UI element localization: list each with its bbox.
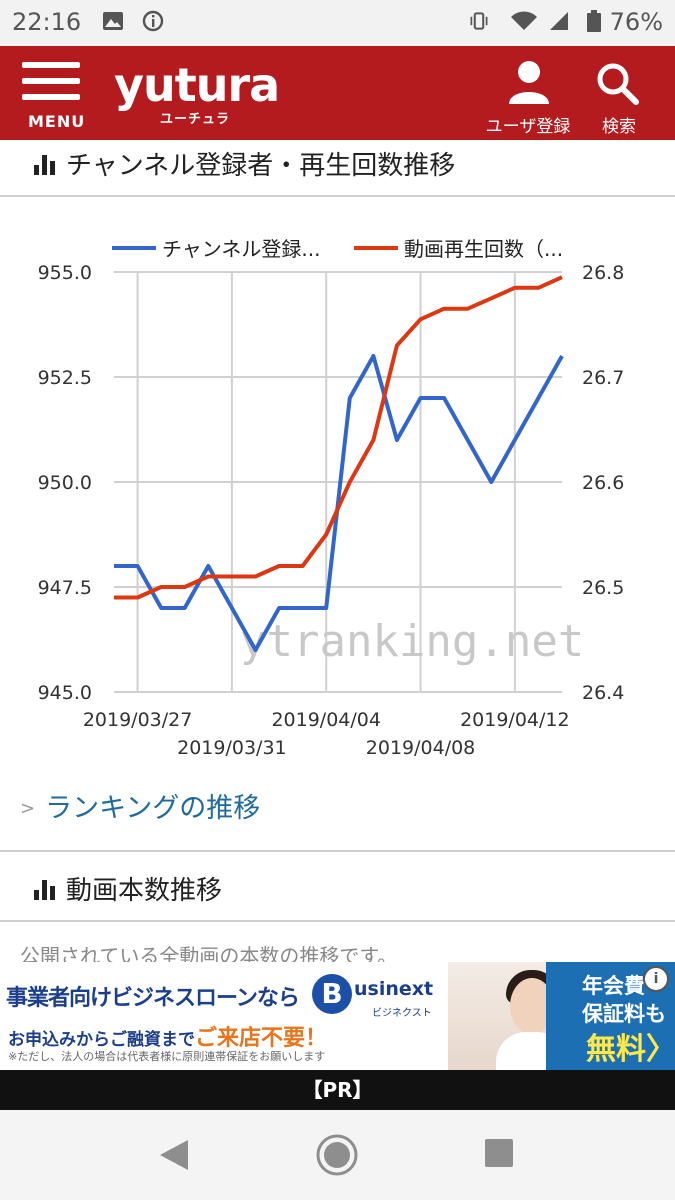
x-tick-label: 2019/04/12 [460,709,570,731]
search-label: 検索 [602,117,636,137]
y-left-tick-label: 950.0 [38,472,92,494]
section-title-video-count: 動画本数推移 [34,870,222,907]
section-title-subscribers-views: チャンネル登録者・再生回数推移 [34,145,455,182]
system-nav-bar [0,1110,675,1200]
section-title-text: チャンネル登録者・再生回数推移 [66,151,456,181]
ad-offer-line1: 年会費 [582,974,645,998]
ranking-trend-link[interactable]: > ランキングの推移 [20,786,260,825]
line-chart: チャンネル登録... 動画再生回数（... ytranking.net 955.… [38,237,625,759]
ranking-trend-label: ランキングの推移 [45,793,261,824]
site-logo[interactable]: yutura [114,58,280,112]
ad-banner[interactable]: 事業者向けビジネスローンなら B usinext ビジネクスト お申込みからご融… [0,962,675,1070]
home-icon[interactable] [316,1134,358,1176]
chart-axes: 955.0 952.5 950.0 947.5 945.0 26.8 26.7 26.6 26.… [38,262,625,759]
chart-watermark: ytranking.net [240,616,584,667]
battery-percent: 76% [609,8,663,36]
y-right-tick-label: 26.8 [582,262,624,284]
menu-button[interactable]: MENU [22,62,84,132]
legend-entry-subscribers: チャンネル登録... [162,237,320,261]
chevron-right-icon: > [20,798,36,819]
ad-disclaimer: ※ただし、法人の場合は代表者様に原則連帯保証をお願いします [8,1050,326,1063]
back-icon[interactable] [158,1138,190,1172]
section-title-text: 動画本数推移 [66,876,223,906]
y-left-tick-label: 947.5 [38,577,92,599]
ad-offer-line2: 保証料も [582,1002,666,1026]
divider [0,920,675,922]
y-right-tick-label: 26.5 [582,577,624,599]
recents-icon[interactable] [484,1138,514,1168]
vibrate-icon [470,12,488,30]
divider [0,195,675,197]
ad-brand-initial: B [312,974,352,1014]
x-tick-label: 2019/03/31 [177,737,287,759]
ad-text-panel: 事業者向けビジネスローンなら B usinext ビジネクスト お申込みからご融… [0,962,448,1070]
legend-entry-views: 動画再生回数（... [404,237,563,261]
site-logo-subtitle: ユーチュラ [160,112,231,127]
status-bar: 22:16 76% [0,0,675,46]
ad-subline-prefix: お申込みからご融資まで [8,1030,195,1050]
hamburger-icon-bar [22,78,80,84]
bar-chart-icon [34,155,56,175]
series-line-views [114,275,563,600]
y-left-tick-label: 955.0 [38,262,92,284]
y-left-tick-label: 945.0 [38,682,92,704]
user-icon [509,61,549,104]
x-tick-label: 2019/04/04 [271,709,381,731]
chart-series [114,275,564,652]
y-right-tick-label: 26.7 [582,367,624,389]
user-register-label: ユーザ登録 [485,117,571,137]
x-tick-label: 2019/04/08 [366,737,476,759]
ad-subline: お申込みからご融資までご来店不要！ [8,1020,327,1052]
series-line-subscribers [114,354,564,652]
ad-model-photo [448,962,566,1070]
hamburger-icon [22,62,80,68]
y-left-tick-label: 952.5 [38,367,92,389]
image-icon [103,12,123,30]
chart-legend: チャンネル登録... 動画再生回数（... [112,237,563,261]
bar-chart-icon [34,880,56,900]
ad-brand-name: usinext [354,978,434,1000]
status-time: 22:16 [12,8,82,36]
info-circle-icon [142,10,164,32]
hamburger-icon-bar [22,94,80,100]
menu-label: MENU [28,112,86,131]
ad-info-icon[interactable]: i [643,966,669,992]
ad-subline-highlight: ご来店不要！ [195,1026,328,1051]
y-right-tick-label: 26.6 [582,472,624,494]
site-header: MENU yutura ユーチュラ ユーザ登録 検索 [0,46,675,140]
pr-label: 【PR】 [0,1070,675,1110]
ad-brand-kana: ビジネクスト [372,1008,432,1019]
battery-icon [587,10,601,32]
ad-brand-logo: B usinext ビジネクスト [312,974,448,1019]
wifi-icon [511,11,537,30]
divider [0,850,675,852]
chart-grid [114,271,562,693]
ad-offer-line3: 無料〉 [586,1032,675,1067]
search-icon [597,63,639,105]
signal-icon [550,12,568,30]
ad-headline: 事業者向けビジネスローンなら [6,986,300,1011]
y-right-tick-label: 26.4 [582,682,624,704]
x-tick-label: 2019/03/27 [83,709,193,731]
